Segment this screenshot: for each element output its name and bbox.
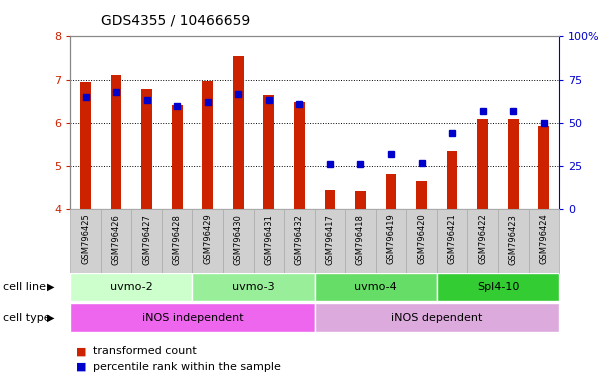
Text: ▶: ▶	[47, 282, 54, 292]
Bar	[406, 209, 437, 273]
Text: Spl4-10: Spl4-10	[477, 282, 519, 292]
Bar	[315, 303, 559, 332]
Text: uvmo-3: uvmo-3	[232, 282, 275, 292]
Text: GSM796418: GSM796418	[356, 214, 365, 265]
Text: GSM796421: GSM796421	[448, 214, 456, 265]
Text: GSM796419: GSM796419	[387, 214, 395, 265]
Bar	[386, 174, 397, 209]
Bar	[131, 209, 162, 273]
Bar	[508, 119, 519, 209]
Text: iNOS independent: iNOS independent	[142, 313, 243, 323]
Text: GSM796426: GSM796426	[112, 214, 120, 265]
Bar	[345, 209, 376, 273]
Bar	[80, 82, 91, 209]
Bar	[437, 273, 559, 301]
Bar	[111, 75, 122, 209]
Bar	[70, 209, 101, 273]
Bar	[467, 209, 498, 273]
Text: GSM796432: GSM796432	[295, 214, 304, 265]
Bar	[254, 209, 284, 273]
Text: ■: ■	[76, 362, 87, 372]
Text: GSM796429: GSM796429	[203, 214, 212, 265]
Bar	[172, 105, 183, 209]
Text: GSM796427: GSM796427	[142, 214, 151, 265]
Bar	[294, 102, 305, 209]
Text: GSM796424: GSM796424	[540, 214, 548, 265]
Bar	[315, 273, 437, 301]
Bar	[162, 209, 192, 273]
Text: GSM796417: GSM796417	[326, 214, 334, 265]
Bar	[284, 209, 315, 273]
Text: uvmo-4: uvmo-4	[354, 282, 397, 292]
Text: GSM796428: GSM796428	[173, 214, 181, 265]
Text: GSM796430: GSM796430	[234, 214, 243, 265]
Text: cell type: cell type	[3, 313, 51, 323]
Text: GSM796422: GSM796422	[478, 214, 487, 265]
Text: ■: ■	[76, 346, 87, 356]
Bar	[529, 209, 559, 273]
Text: GSM796420: GSM796420	[417, 214, 426, 265]
Bar	[70, 273, 192, 301]
Bar	[355, 191, 366, 209]
Bar	[498, 209, 529, 273]
Bar	[70, 303, 315, 332]
Bar	[315, 209, 345, 273]
Text: GDS4355 / 10466659: GDS4355 / 10466659	[101, 13, 250, 27]
Bar	[324, 190, 335, 209]
Bar	[223, 209, 254, 273]
Bar	[202, 81, 213, 209]
Text: GSM796425: GSM796425	[81, 214, 90, 265]
Bar	[192, 209, 223, 273]
Text: ▶: ▶	[47, 313, 54, 323]
Bar	[141, 89, 152, 209]
Text: transformed count: transformed count	[93, 346, 197, 356]
Text: percentile rank within the sample: percentile rank within the sample	[93, 362, 281, 372]
Text: iNOS dependent: iNOS dependent	[391, 313, 483, 323]
Text: cell line: cell line	[3, 282, 46, 292]
Bar	[477, 119, 488, 209]
Bar	[437, 209, 467, 273]
Text: uvmo-2: uvmo-2	[110, 282, 153, 292]
Text: GSM796431: GSM796431	[265, 214, 273, 265]
Bar	[416, 181, 427, 209]
Bar	[192, 273, 315, 301]
Bar	[263, 95, 274, 209]
Bar	[101, 209, 131, 273]
Bar	[233, 56, 244, 209]
Bar	[447, 151, 458, 209]
Text: GSM796423: GSM796423	[509, 214, 518, 265]
Bar	[376, 209, 406, 273]
Bar	[538, 126, 549, 209]
